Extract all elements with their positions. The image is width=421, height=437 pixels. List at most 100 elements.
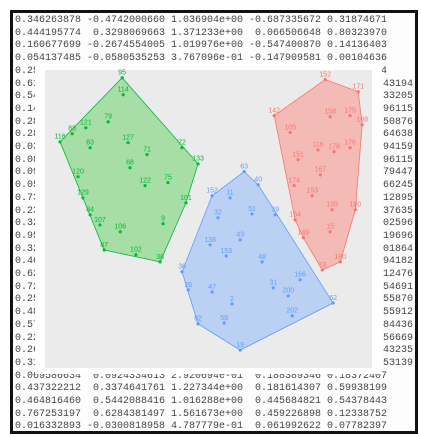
terminal-fragment: 96115 <box>382 103 413 115</box>
point-label: 58 <box>220 315 228 322</box>
terminal-row: 0.547 33205 <box>15 90 415 103</box>
point-label: 71 <box>143 146 151 153</box>
point <box>145 153 149 157</box>
point <box>88 213 92 217</box>
point-label: 122 <box>139 177 151 184</box>
terminal-row: 0.160677699 -0.2674554005 1.019976e+00 -… <box>15 40 388 52</box>
point <box>118 230 122 234</box>
point <box>271 286 275 290</box>
terminal-fragment: 0.461 <box>15 256 46 268</box>
point <box>230 302 234 306</box>
point <box>70 132 74 136</box>
terminal-fragment: 79447 <box>382 167 413 179</box>
point-label: 75 <box>164 174 172 181</box>
terminal-fragment: 96115 <box>382 154 413 166</box>
point-label: 88 <box>68 126 76 133</box>
terminal-fragment: 94182 <box>382 256 413 268</box>
terminal-row: 0.260 43235 <box>15 344 415 357</box>
point <box>330 208 334 212</box>
terminal-row: 0.480 55912 <box>15 306 415 319</box>
point <box>238 348 242 352</box>
terminal-fragment: 33205 <box>382 91 413 103</box>
point <box>128 166 132 170</box>
terminal-fragment: 0.280 <box>15 116 46 128</box>
point <box>298 278 302 282</box>
terminal-fragment: 0.088 <box>15 154 46 166</box>
point <box>353 208 357 212</box>
terminal-row: 0.579 84436 <box>15 319 415 332</box>
terminal-row: 0.767253197 0.6284381497 1.561673e+00 0.… <box>15 408 388 420</box>
point <box>158 260 162 264</box>
point <box>310 194 314 198</box>
point <box>180 270 184 274</box>
point <box>296 158 300 162</box>
terminal-row: 0.236 37635 <box>15 205 415 218</box>
point <box>216 216 220 220</box>
point <box>102 248 106 252</box>
point <box>292 184 296 188</box>
point-label: 9 <box>161 216 165 223</box>
point-label: 87 <box>100 242 108 249</box>
point-label: 82 <box>194 316 202 323</box>
terminal-row: 0.280 50876 <box>15 116 415 129</box>
point-label: 51 <box>248 206 256 213</box>
point <box>88 146 92 150</box>
point-label: 127 <box>122 135 134 142</box>
point <box>84 126 88 130</box>
terminal-fragment: 0.951 <box>15 230 46 242</box>
terminal-fragment: 53139 <box>382 357 413 369</box>
point <box>293 218 297 222</box>
point <box>348 113 352 118</box>
point <box>332 150 336 154</box>
terminal-row: 0.094 79447 <box>15 166 415 179</box>
point-label: 79 <box>104 114 112 121</box>
terminal-row: 0.220 56669 <box>15 332 415 345</box>
point <box>210 194 214 198</box>
terminal-row: 0.069586634 0.0924334613 2.920694e-01 0.… <box>15 370 388 382</box>
point-label: 190 <box>349 202 361 209</box>
point-label: 19 <box>236 342 244 349</box>
terminal-fragment: 0.311 <box>15 357 46 369</box>
cluster-hull <box>273 79 363 271</box>
point-label: 116 <box>54 134 65 141</box>
point-label: 200 <box>282 288 294 295</box>
point-label: 31 <box>269 280 277 287</box>
point <box>196 322 200 326</box>
point-label: 62 <box>329 295 337 302</box>
terminal-fragment: 0.480 <box>15 307 46 319</box>
point-label: 38 <box>156 254 164 261</box>
point <box>180 146 184 150</box>
terminal-fragment: 0.260 <box>15 345 46 357</box>
point <box>242 170 246 174</box>
terminal-fragment: 02596 <box>382 218 413 230</box>
terminal-row: 0.628 12476 <box>15 268 415 281</box>
point-label: 129 <box>77 190 89 197</box>
point <box>328 115 332 119</box>
point <box>184 201 188 205</box>
point-label: 47 <box>208 284 216 291</box>
terminal-row: 0.324 02596 <box>15 217 415 230</box>
point-label: 114 <box>118 87 129 94</box>
point-label: 116 <box>312 142 323 149</box>
point <box>356 90 360 94</box>
terminal-fragment: 64638 <box>382 129 413 141</box>
point-label: 133 <box>192 156 204 163</box>
point-label: 72 <box>178 140 186 147</box>
terminal-row: 0.951 19696 <box>15 230 415 243</box>
point-label: 40 <box>254 177 262 184</box>
terminal-fragment: 0.579 <box>15 319 46 331</box>
point-label: 120 <box>72 169 84 176</box>
terminal-fragment: 0.547 <box>15 91 46 103</box>
terminal-row: 0.437322212 0.3374641761 1.227344e+00 0.… <box>15 383 388 395</box>
point <box>196 162 200 166</box>
point-label: 48 <box>258 254 266 261</box>
terminal-fragment: 0.324 <box>15 218 46 230</box>
terminal-fragment: 0.094 <box>15 167 46 179</box>
point <box>316 148 320 152</box>
terminal-row: 0.311 53139 <box>15 357 415 370</box>
terminal-fragment: 55870 <box>382 294 413 306</box>
terminal-row: 0.346263878 -0.4742000660 1.036904e+00 -… <box>15 15 388 26</box>
point <box>126 141 130 145</box>
terminal-fragment: 37635 <box>382 205 413 217</box>
